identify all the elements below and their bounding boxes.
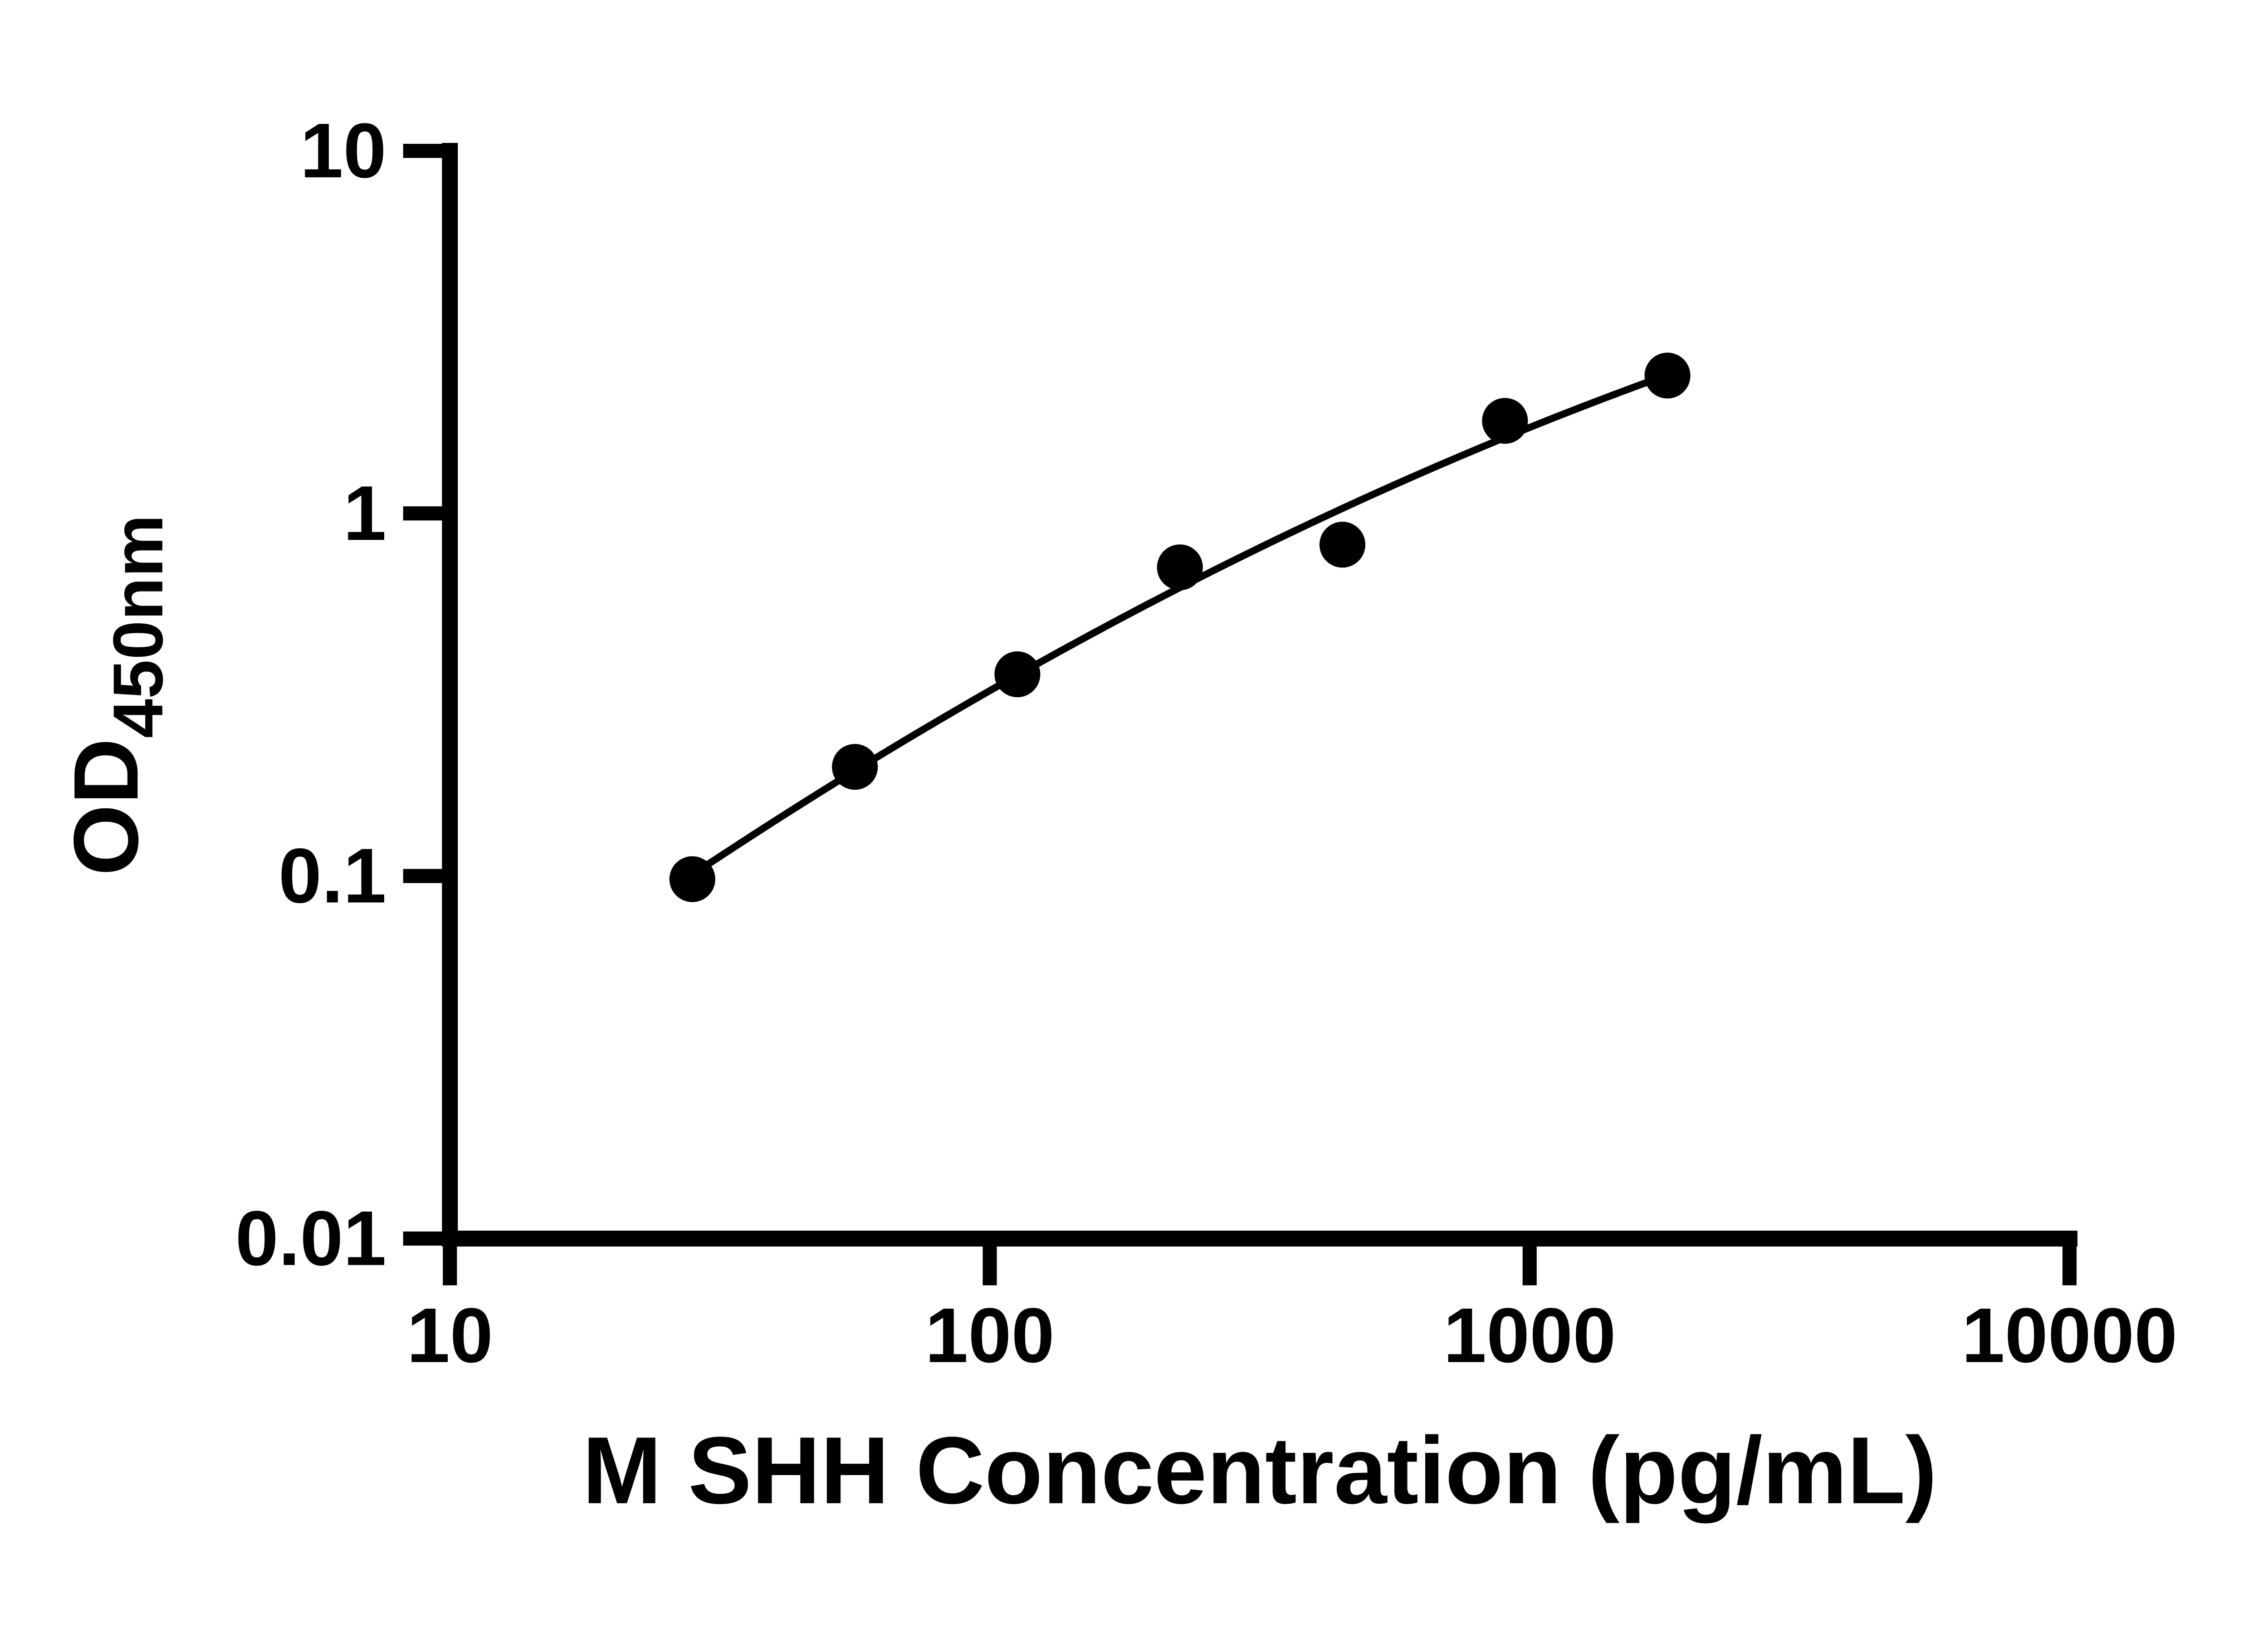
data-point <box>832 743 878 790</box>
x-tick-label: 10000 <box>1961 1292 2177 1379</box>
data-point <box>1644 352 1691 399</box>
x-tick-label: 100 <box>925 1292 1055 1379</box>
y-axis-title-main: OD <box>54 738 157 875</box>
data-point <box>1482 398 1528 444</box>
y-tick-label: 1 <box>343 470 386 557</box>
y-axis-title-subscript: 450nm <box>98 514 177 738</box>
y-axis-title: OD450nm <box>54 514 177 875</box>
plot-area: 10 100 1000 10000 0.01 0.1 1 10 <box>235 108 2178 1379</box>
x-axis-title: M SHH Concentration (pg/mL) <box>582 1417 1937 1524</box>
elisa-standard-curve-figure: 10 100 1000 10000 0.01 0.1 1 10 M SHH Concentra… <box>0 0 2268 1588</box>
y-tick-label: 10 <box>300 108 386 194</box>
chart-canvas: 10 100 1000 10000 0.01 0.1 1 10 M SHH Concentra… <box>0 0 2268 1588</box>
data-point <box>669 856 715 902</box>
x-tick-label: 1000 <box>1443 1292 1616 1379</box>
y-tick-label: 0.1 <box>279 832 386 919</box>
data-point <box>1319 522 1366 568</box>
data-point <box>1157 544 1203 591</box>
x-tick-label: 10 <box>407 1292 493 1379</box>
data-point <box>994 651 1041 698</box>
y-tick-label: 0.01 <box>235 1195 386 1282</box>
chart-background <box>0 0 2268 1588</box>
